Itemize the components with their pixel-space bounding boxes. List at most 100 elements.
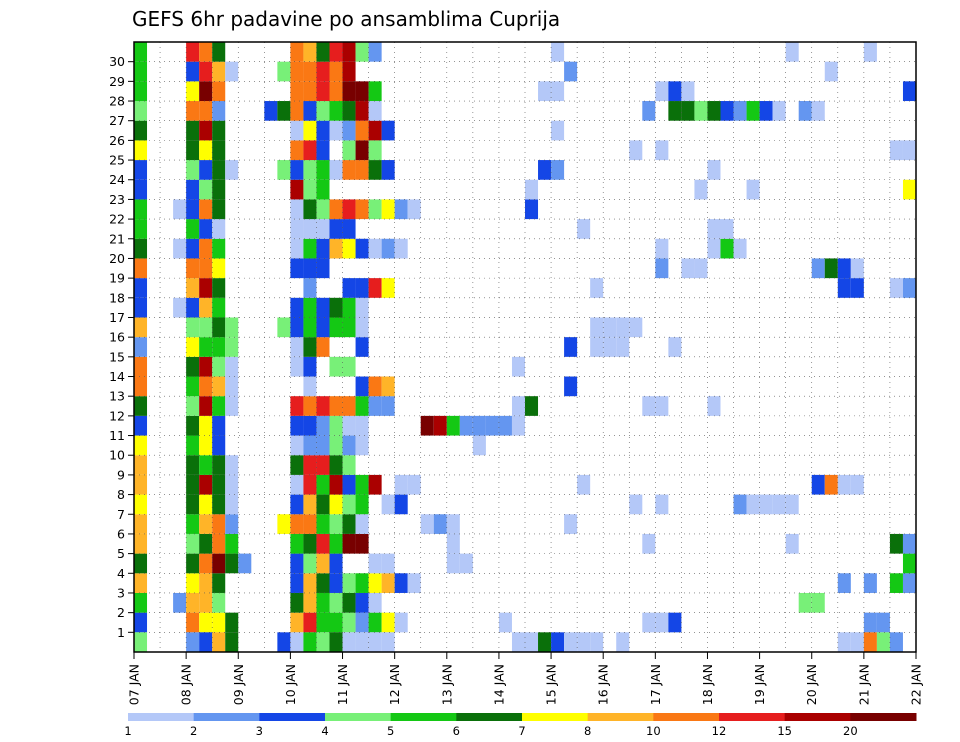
heatmap-cell — [225, 376, 239, 397]
heatmap-cell — [811, 592, 825, 613]
heatmap-cell — [199, 297, 213, 318]
heatmap-cell — [342, 415, 356, 436]
heatmap-cell — [694, 179, 708, 200]
y-tick-label: 7 — [117, 507, 125, 522]
heatmap-cell — [342, 140, 356, 161]
heatmap-cell — [329, 120, 343, 141]
x-tick-label: 14 JAN — [491, 664, 506, 705]
x-tick-label: 10 JAN — [283, 664, 298, 705]
heatmap-cell — [303, 474, 317, 495]
heatmap-cell — [368, 573, 382, 593]
y-tick-label: 15 — [109, 349, 125, 364]
heatmap-cell — [733, 494, 747, 515]
heatmap-cell — [746, 179, 760, 200]
heatmap-cell — [511, 415, 525, 436]
heatmap-cell — [225, 356, 239, 377]
heatmap-cell — [303, 356, 317, 377]
heatmap-cell — [355, 396, 369, 416]
heatmap-cell — [212, 61, 226, 82]
heatmap-cell — [772, 101, 786, 121]
heatmap-cell — [212, 179, 226, 200]
colorbar-label: 7 — [518, 724, 525, 738]
heatmap-cell — [668, 337, 682, 357]
heatmap-cell — [551, 632, 565, 652]
heatmap-cell — [785, 533, 799, 554]
heatmap-cell — [316, 160, 330, 180]
heatmap-cell — [824, 61, 838, 82]
heatmap-cell — [902, 278, 916, 298]
heatmap-cell — [668, 612, 682, 633]
heatmap-cell — [329, 101, 343, 121]
heatmap-cell — [316, 297, 330, 318]
heatmap-cell — [290, 61, 304, 82]
heatmap-cell — [733, 238, 747, 259]
heatmap-cell — [303, 573, 317, 593]
heatmap-cell — [746, 494, 760, 515]
heatmap-cell — [290, 533, 304, 554]
colorbar-segment — [193, 713, 260, 721]
y-tick-label: 18 — [109, 290, 125, 305]
heatmap-cell — [329, 42, 343, 62]
heatmap-cell — [368, 612, 382, 633]
heatmap-cell — [420, 415, 434, 436]
heatmap-cell — [134, 238, 148, 259]
heatmap-cell — [381, 376, 395, 397]
heatmap-cell — [564, 61, 578, 82]
heatmap-cell — [525, 179, 539, 200]
heatmap-cell — [186, 415, 200, 436]
heatmap-cell — [368, 160, 382, 180]
colorbar-segment — [128, 713, 195, 721]
heatmap-cell — [329, 612, 343, 633]
heatmap-cell — [186, 337, 200, 357]
heatmap-cell — [303, 435, 317, 456]
heatmap-cell — [225, 494, 239, 515]
heatmap-cell — [134, 573, 148, 593]
heatmap-cell — [186, 120, 200, 141]
heatmap-cell — [446, 533, 460, 554]
heatmap-cell — [303, 533, 317, 554]
heatmap-cell — [329, 160, 343, 180]
heatmap-cell — [889, 533, 903, 554]
heatmap-cell — [329, 474, 343, 495]
heatmap-cell — [134, 632, 148, 652]
heatmap-cell — [811, 474, 825, 495]
heatmap-cell — [863, 632, 877, 652]
heatmap-cell — [199, 573, 213, 593]
heatmap-cell — [134, 160, 148, 180]
heatmap-cell — [538, 160, 552, 180]
heatmap-cell — [824, 474, 838, 495]
heatmap-cell — [186, 612, 200, 633]
heatmap-cell — [290, 101, 304, 121]
heatmap-cell — [368, 120, 382, 141]
heatmap-cell — [837, 474, 851, 495]
heatmap-cell — [290, 592, 304, 613]
x-tick-label: 17 JAN — [648, 664, 663, 705]
heatmap-cell — [902, 573, 916, 593]
heatmap-cell — [342, 514, 356, 534]
heatmap-cell — [355, 632, 369, 652]
heatmap-cell — [681, 81, 695, 102]
heatmap-cell — [173, 297, 187, 318]
heatmap-cell — [329, 553, 343, 574]
heatmap-cell — [355, 140, 369, 161]
heatmap-cell — [355, 278, 369, 298]
y-tick-label: 25 — [109, 153, 125, 168]
heatmap-cell — [329, 396, 343, 416]
heatmap-cell — [863, 612, 877, 633]
heatmap-cell — [290, 573, 304, 593]
heatmap-cell — [342, 592, 356, 613]
heatmap-cell — [290, 199, 304, 220]
heatmap-cell — [446, 514, 460, 534]
heatmap-cell — [329, 514, 343, 534]
heatmap-cell — [551, 42, 565, 62]
colorbar-segment — [456, 713, 523, 721]
heatmap-cell — [316, 533, 330, 554]
heatmap-cell — [134, 140, 148, 161]
heatmap-cell — [290, 179, 304, 200]
heatmap-cell — [290, 160, 304, 180]
heatmap-cell — [199, 415, 213, 436]
heatmap-cell — [329, 435, 343, 456]
heatmap-cell — [134, 455, 148, 475]
x-tick-label: 11 JAN — [335, 664, 350, 705]
heatmap-cell — [186, 61, 200, 82]
